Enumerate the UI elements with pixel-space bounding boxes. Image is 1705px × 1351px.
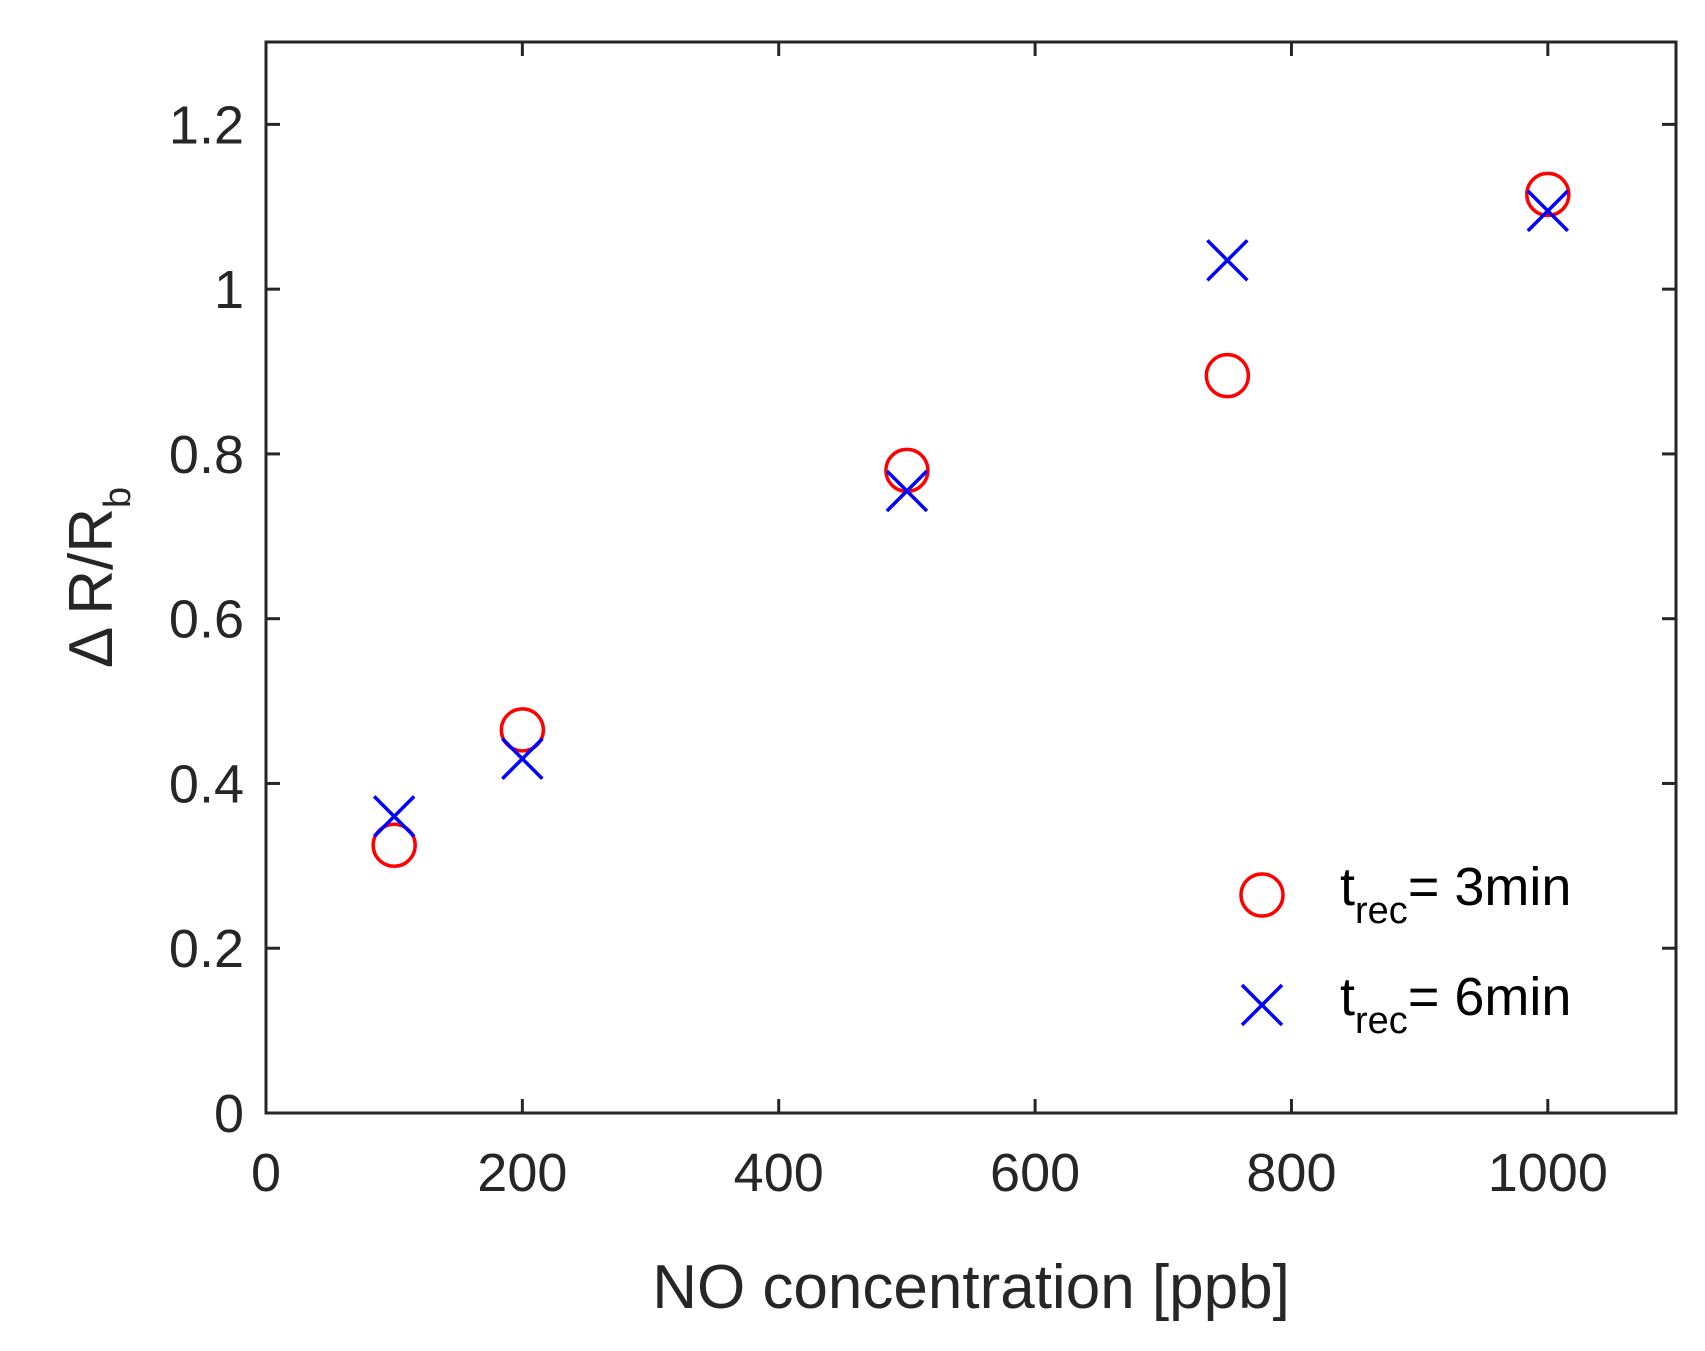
data-point-x-stroke [501,737,544,780]
y-axis-title-sub: b [97,487,139,508]
x-tick-label: 400 [734,1143,824,1203]
data-point-circle [1525,171,1571,218]
legend-label-rest: = 3min [1408,857,1572,917]
x-tick-label: 600 [990,1143,1080,1203]
y-tick-label: 0.4 [169,754,244,814]
x-tick-label: 1000 [1488,1143,1608,1203]
legend-circle-mark [1239,872,1285,918]
data-point-x-stroke [885,469,929,513]
y-tick-label: 0.2 [169,919,244,979]
y-tick-label: 0 [214,1084,244,1144]
x-tick-label: 200 [477,1143,567,1203]
data-point-circle [371,822,417,868]
legend-label-t: t [1340,857,1355,917]
legend-marker-x [1240,983,1284,1027]
data-point-x [885,469,929,513]
data-point-x [501,737,544,780]
x-tick-label: 0 [251,1143,281,1203]
x-axis-title: NO concentration [ppb] [652,1253,1290,1322]
axis-tick-labels: 0 200 400 600 800 1000 0 0.2 0.4 0.6 0.8 1 1.2 [169,95,1608,1203]
legend-label-sub: rec [1355,890,1408,932]
legend-marker-circle [1239,872,1285,918]
y-axis-title-delta: Δ [57,627,126,668]
plot-frame [264,40,1678,1115]
x-tick-label: 800 [1246,1143,1336,1203]
series-x [372,189,1570,838]
legend-x-mark-stroke [1240,983,1284,1027]
data-point-circle [1204,352,1251,399]
data-point-x [1206,239,1249,282]
legend-label-t: t [1340,967,1355,1027]
legend: trec= 3min trec= 6min [1239,857,1571,1042]
legend-label-rest: = 6min [1408,967,1572,1027]
data-point-x [1526,189,1570,233]
y-axis-title-main: R/R [57,508,126,615]
data-point-x-stroke [1206,239,1249,282]
y-axis-title: Δ R/Rb [57,487,139,668]
legend-x-mark [1240,983,1284,1027]
data-point-x-stroke [1526,189,1570,233]
data-point-x [372,795,416,838]
legend-label-6min: trec= 6min [1340,967,1571,1042]
y-tick-label: 0.8 [169,425,244,485]
y-tick-label: 1.2 [169,95,244,155]
data-marks [371,171,1571,868]
y-tick-label: 1 [214,260,244,320]
legend-label-sub: rec [1355,1000,1408,1042]
data-point-circle [499,707,546,753]
plot-area [266,42,1676,1113]
y-tick-label: 0.6 [169,590,244,650]
legend-label-3min: trec= 3min [1340,857,1571,932]
data-point-x-stroke [372,795,416,838]
